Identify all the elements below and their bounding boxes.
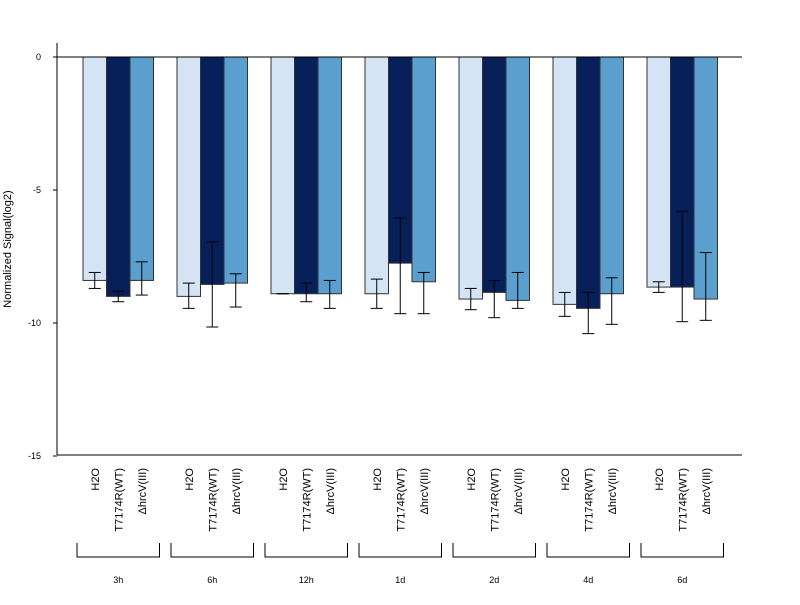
bar-label: T7174R(WT) [207, 468, 219, 532]
group-bracket [76, 543, 160, 558]
group-brackets: 3h 6h 12h 1d 2d 4d 6d [76, 543, 724, 585]
group-label: 6h [207, 575, 217, 585]
y-axis: 0 -5 -10 -15 [28, 43, 58, 461]
y-tick-label: -10 [28, 318, 41, 328]
bar [458, 56, 483, 300]
x-axis [57, 56, 742, 456]
group-bracket [264, 543, 348, 558]
bar-label: H2O [184, 468, 196, 491]
bar-label: ΔhrcV(III) [513, 468, 525, 514]
bar-label: H2O [372, 468, 384, 491]
bar [599, 56, 624, 295]
group-bracket [640, 543, 724, 558]
bar-label: H2O [278, 468, 290, 491]
error-bars [88, 210, 712, 335]
bar [482, 56, 507, 293]
group-label: 12h [299, 575, 314, 585]
group-bracket [546, 543, 630, 558]
bar [294, 56, 319, 295]
bar-label: T7174R(WT) [301, 468, 313, 532]
y-tick-label: -15 [28, 451, 41, 461]
bar [364, 56, 389, 295]
bar-label: H2O [560, 468, 572, 491]
bar [270, 56, 295, 295]
group-label: 6d [677, 575, 687, 585]
group-label: 4d [583, 575, 593, 585]
bar-label: T7174R(WT) [395, 468, 407, 532]
bar [552, 56, 577, 305]
bar-label: ΔhrcV(III) [231, 468, 243, 514]
bar-label: ΔhrcV(III) [325, 468, 337, 514]
bar-label: H2O [654, 468, 666, 491]
bar-label: H2O [90, 468, 102, 491]
bar [576, 56, 601, 309]
bar [317, 56, 342, 295]
bar [176, 56, 201, 297]
bar-label: T7174R(WT) [489, 468, 501, 532]
bar-label: ΔhrcV(III) [419, 468, 431, 514]
bar [106, 56, 131, 297]
group-bracket [170, 543, 254, 558]
y-tick-label: -5 [33, 185, 41, 195]
bar [223, 56, 248, 284]
bar [646, 56, 671, 288]
bar-label: T7174R(WT) [677, 468, 689, 532]
bar-label: ΔhrcV(III) [701, 468, 713, 514]
y-axis-label: Normalized Signal(log2) [2, 190, 14, 307]
bar-label: ΔhrcV(III) [137, 468, 149, 514]
group-bracket [358, 543, 442, 558]
group-label: 3h [113, 575, 123, 585]
bar-labels: H2O T7174R(WT) ΔhrcV(III) H2O T7174R(WT) Δhrc… [90, 468, 713, 532]
bar-label: T7174R(WT) [583, 468, 595, 532]
bar [82, 56, 107, 281]
bar [411, 56, 436, 283]
group-label: 2d [489, 575, 499, 585]
bar-label: T7174R(WT) [113, 468, 125, 532]
bar [129, 56, 154, 281]
bar [505, 56, 530, 301]
bar-label: ΔhrcV(III) [607, 468, 619, 514]
group-label: 1d [395, 575, 405, 585]
y-tick-label: 0 [36, 52, 41, 62]
group-bracket [452, 543, 536, 558]
bar-label: H2O [466, 468, 478, 491]
